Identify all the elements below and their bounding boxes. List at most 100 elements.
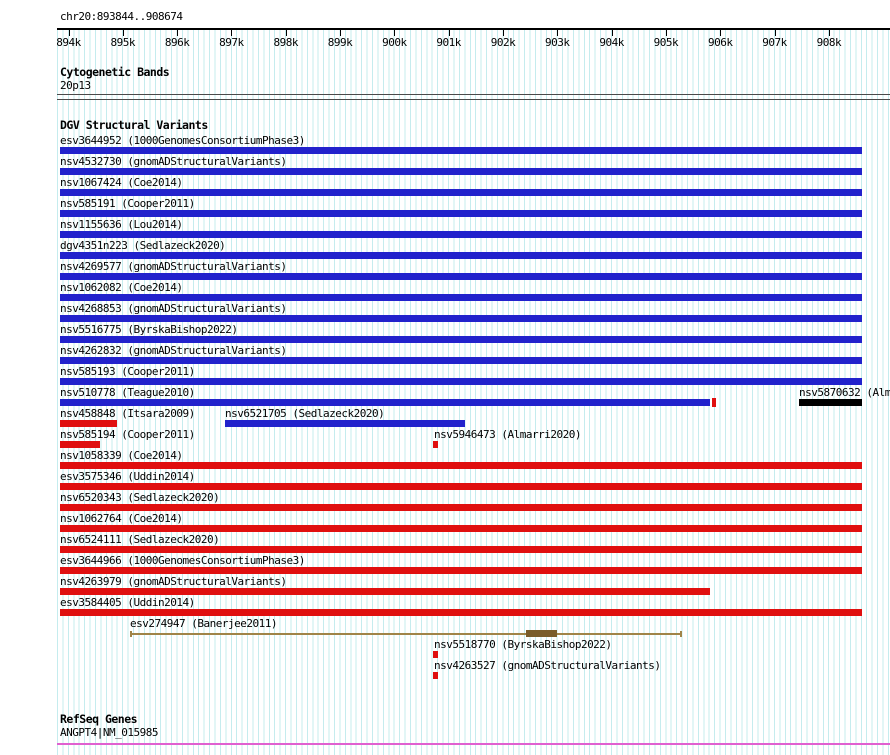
variant-bar[interactable] [60,525,862,532]
variant-label: nsv1067424 (Coe2014) [60,176,183,189]
variant-label: nsv585193 (Cooper2011) [60,365,195,378]
variant-bar[interactable] [799,399,862,406]
variant-bar[interactable] [60,567,862,574]
variant-label: dgv4351n223 (Sedlazeck2020) [60,239,226,252]
variant-bar[interactable] [60,231,862,238]
ruler-tick [394,30,396,36]
ruler-tick [828,30,830,36]
ruler-tick [665,30,667,36]
variant-bar-thick[interactable] [526,630,557,637]
ruler-tick [448,30,450,36]
ruler-tick-label: 897k [219,36,244,49]
variant-bar[interactable] [60,462,862,469]
variant-bar[interactable] [60,189,862,196]
variant-bar[interactable] [60,273,862,280]
variant-bar[interactable] [60,378,862,385]
ruler-tick-label: 905k [653,36,679,49]
variant-label: nsv6521705 (Sedlazeck2020) [225,407,385,420]
ruler-tick-label: 904k [599,36,624,49]
variant-bar[interactable] [60,315,862,322]
variant-bar[interactable] [60,210,862,217]
variant-label: nsv4268853 (gnomADStructuralVariants) [60,302,287,315]
variant-label: nsv4262832 (gnomADStructuralVariants) [60,344,287,357]
variant-bar[interactable] [60,441,100,448]
ruler-tick-label: 901k [436,36,461,49]
variant-bar[interactable] [225,420,465,427]
variant-label: esv3644966 (1000GenomesConsortiumPhase3) [60,554,305,567]
variant-label: nsv585194 (Cooper2011) [60,428,195,441]
variant-label: nsv5516775 (ByrskaBishop2022) [60,323,238,336]
variant-bar[interactable] [60,609,862,616]
ruler-tick [557,30,559,36]
ruler-tick [774,30,776,36]
variant-bar[interactable] [60,294,862,301]
ruler-tick [122,30,124,36]
variant-label: nsv4269577 (gnomADStructuralVariants) [60,260,287,273]
ruler-tick [720,30,722,36]
variant-bar[interactable] [433,651,438,658]
variant-bar[interactable] [60,546,862,553]
variant-bar-endtick [680,631,682,637]
variant-bar[interactable] [60,168,862,175]
ruler-tick [611,30,613,36]
variant-label: nsv4263979 (gnomADStructuralVariants) [60,575,287,588]
track-title-dgv-structural-variants: DGV Structural Variants [60,118,208,132]
ruler-tick-label: 907k [762,36,787,49]
cytoband-glyph[interactable] [57,94,890,100]
variant-label: nsv5870632 (Alm [799,386,890,399]
variant-label: nsv4532730 (gnomADStructuralVariants) [60,155,287,168]
ruler-tick [177,30,179,36]
variant-label: esv3644952 (1000GenomesConsortiumPhase3) [60,134,305,147]
variant-label: nsv4263527 (gnomADStructuralVariants) [434,659,661,672]
variant-bar[interactable] [60,504,862,511]
ruler[interactable] [57,28,890,30]
variant-label: esv3575346 (Uddin2014) [60,470,195,483]
variant-label: nsv5946473 (Almarri2020) [434,428,581,441]
variant-label: nsv6524111 (Sedlazeck2020) [60,533,220,546]
variant-bar[interactable] [60,588,710,595]
variant-label: nsv585191 (Cooper2011) [60,197,195,210]
ruler-tick-label: 896k [164,36,190,49]
variant-label: nsv510778 (Teague2010) [60,386,195,399]
variant-label: esv274947 (Banerjee2011) [130,617,277,630]
gene-glyph-angpt4[interactable] [57,743,890,745]
ruler-tick [340,30,342,36]
ruler-tick-label: 900k [382,36,407,49]
ruler-tick-label: 906k [707,36,733,49]
ruler-tick-label: 902k [490,36,516,49]
variant-bar[interactable] [60,252,862,259]
variant-label: nsv1062764 (Coe2014) [60,512,183,525]
variant-label: nsv1058339 (Coe2014) [60,449,183,462]
ruler-tick [68,30,70,36]
variant-bar[interactable] [60,147,862,154]
variant-label: nsv1155636 (Lou2014) [60,218,183,231]
variant-bar[interactable] [60,420,117,427]
ruler-tick-label: 899k [327,36,353,49]
variant-label: esv3584405 (Uddin2014) [60,596,195,609]
ruler-tick-label: 903k [545,36,570,49]
variant-breakpoint-tick[interactable] [712,398,716,407]
variant-bar-line[interactable] [130,633,682,635]
variant-label: nsv6520343 (Sedlazeck2020) [60,491,220,504]
track-title-cytogenetic-bands: Cytogenetic Bands [60,65,170,79]
variant-bar[interactable] [60,336,862,343]
variant-bar[interactable] [60,399,710,406]
ruler-tick-label: 898k [273,36,298,49]
track-title-refseq-genes: RefSeq Genes [60,712,138,726]
region-position-label: chr20:893844..908674 [60,10,183,23]
variant-bar[interactable] [433,441,438,448]
cytoband-label: 20p13 [60,79,91,92]
variant-bar[interactable] [60,483,862,490]
variant-bar[interactable] [433,672,438,679]
ruler-tick-label: 895k [110,36,136,49]
ruler-tick-label: 894k [56,36,81,49]
variant-label: nsv458848 (Itsara2009) [60,407,195,420]
gene-label: ANGPT4|NM_015985 [60,726,158,739]
ruler-tick [231,30,233,36]
variant-label: nsv1062082 (Coe2014) [60,281,183,294]
variant-label: nsv5518770 (ByrskaBishop2022) [434,638,612,651]
variant-bar-endtick [130,631,132,637]
variant-bar[interactable] [60,357,862,364]
ruler-tick [285,30,287,36]
